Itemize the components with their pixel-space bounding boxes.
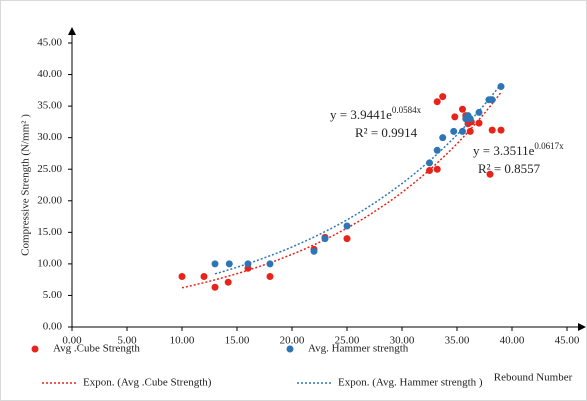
y-tick-label: 45.00	[37, 37, 62, 49]
point	[225, 260, 233, 268]
point	[497, 83, 505, 91]
point	[488, 96, 496, 104]
x-tick-label: 5.00	[117, 335, 137, 347]
point	[439, 134, 447, 142]
point	[466, 127, 474, 135]
point	[433, 146, 441, 154]
point	[486, 170, 494, 178]
trendline-equation: y = 3.3511e0.0617x	[473, 141, 564, 158]
legend-label: Expon. (Avg .Cube Strength)	[83, 377, 212, 389]
x-tick-label: 20.00	[280, 335, 305, 347]
x-tick-label: 10.00	[170, 335, 195, 347]
point	[466, 115, 474, 123]
point	[244, 260, 252, 268]
point	[343, 222, 351, 230]
point	[426, 159, 433, 167]
r-squared: R² = 0.9914	[355, 125, 418, 140]
point	[211, 260, 219, 268]
point	[321, 235, 329, 243]
y-tick-label: 25.00	[37, 163, 62, 175]
point	[497, 126, 505, 134]
x-tick-label: 45.00	[555, 335, 580, 347]
equation-exponent: 0.0617x	[534, 141, 564, 151]
point	[459, 127, 466, 135]
x-tick-label: 35.00	[445, 335, 470, 347]
point	[310, 247, 318, 255]
y-axis-arrow	[68, 27, 76, 35]
legend-marker	[286, 345, 294, 353]
y-tick-label: 35.00	[37, 100, 62, 112]
point	[224, 278, 232, 286]
y-tick-label: 5.00	[43, 289, 63, 301]
y-tick-label: 20.00	[37, 194, 62, 206]
x-tick-label: 25.00	[335, 335, 360, 347]
legend-label: Expon. (Avg. Hammer strength )	[338, 377, 483, 389]
point	[451, 113, 459, 121]
legend-label: Avg. Hammer strength	[308, 343, 409, 355]
x-axis-title: Rebound Number	[494, 372, 573, 384]
r-squared: R² = 0.8557	[478, 161, 541, 176]
x-axis-arrow	[578, 323, 586, 331]
point	[450, 127, 458, 135]
point	[266, 260, 274, 268]
y-axis-title: Compressive Strength (N/mm² )	[20, 114, 32, 256]
y-tick-label: 30.00	[37, 131, 62, 143]
x-tick-label: 15.00	[225, 335, 250, 347]
point	[211, 283, 219, 291]
trendline-equation: y = 3.9441e0.0584x	[330, 105, 422, 122]
x-tick-label: 30.00	[390, 335, 415, 347]
trendline	[181, 91, 502, 289]
y-tick-label: 10.00	[37, 257, 62, 269]
legend-label: Avg .Cube Strength	[53, 343, 140, 355]
point	[433, 165, 441, 173]
point	[266, 273, 274, 281]
equation-base: y = 3.3511e	[473, 143, 535, 158]
equation-base: y = 3.9441e	[330, 107, 392, 122]
x-tick-label: 40.00	[500, 335, 525, 347]
point	[433, 98, 441, 106]
y-tick-label: 40.00	[37, 68, 62, 80]
point	[459, 105, 466, 113]
trendline	[214, 83, 502, 275]
y-tick-label: 0.00	[43, 321, 63, 333]
y-tick-label: 15.00	[37, 226, 62, 238]
point	[426, 166, 433, 174]
point	[343, 235, 351, 243]
point	[439, 93, 447, 101]
point	[488, 126, 496, 134]
point	[200, 273, 208, 281]
x-tick-label: 0.00	[62, 335, 82, 347]
legend-marker	[31, 345, 39, 353]
equation-exponent: 0.0584x	[392, 105, 422, 115]
point	[475, 108, 483, 116]
point	[178, 273, 186, 281]
point	[475, 119, 483, 127]
